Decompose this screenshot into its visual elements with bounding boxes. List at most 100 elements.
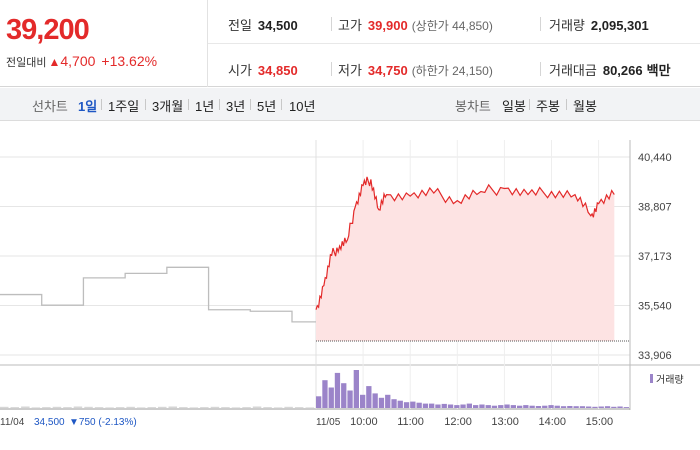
volume-legend-label: 거래량 [656, 374, 684, 386]
prev-volume-bar [73, 406, 83, 408]
volume-bar [560, 406, 567, 408]
volume-bar [366, 386, 372, 408]
prev-close-label: 34,500 [34, 417, 65, 428]
volume-bar [623, 407, 629, 408]
divider [145, 99, 146, 110]
change-percent: +13.62% [101, 53, 158, 69]
volume-bar [460, 404, 466, 408]
x-tick-label: 10:00 [350, 416, 378, 428]
stat-open: 시가 34,850 [228, 63, 298, 78]
volume-bar [378, 397, 385, 408]
divider [566, 99, 567, 110]
prev-volume-bar [305, 407, 314, 408]
tab-1day[interactable]: 1일 [78, 99, 98, 114]
volume-bar [498, 405, 504, 408]
prev-volume-bar [52, 406, 62, 408]
divider [219, 99, 220, 110]
prev-volume-bar [221, 407, 230, 408]
y-tick-label: 35,540 [638, 301, 672, 313]
stat-trade-amount: 거래대금 80,266 백만 [549, 63, 671, 78]
volume-bar [586, 406, 592, 408]
volume-bar [397, 400, 403, 408]
today-date-label: 11/05 [316, 417, 341, 428]
divider [250, 99, 251, 110]
volume-bar [573, 406, 579, 408]
line-chart-heading: 선차트 [32, 99, 68, 114]
stat-low: 저가 34,750 (하한가 24,150) [338, 63, 493, 78]
x-tick-label: 11:00 [397, 416, 424, 428]
up-arrow-icon: ▲ [48, 55, 61, 69]
tab-3year[interactable]: 3년 [226, 99, 246, 114]
volume-bar [479, 404, 485, 408]
prev-volume-bar [136, 407, 146, 408]
tab-5year[interactable]: 5년 [257, 99, 277, 114]
tab-daily-candle[interactable]: 일봉 [502, 99, 526, 114]
prev-date-label: 11/04 [0, 417, 25, 428]
x-tick-label: 13:00 [491, 416, 519, 428]
tab-10year[interactable]: 10년 [289, 99, 316, 114]
prev-volume-bar [179, 407, 188, 408]
y-tick-label: 37,173 [638, 251, 672, 263]
price-chart[interactable]: 40,440 38,807 37,173 35,540 33,906 10:00 11:0… [0, 121, 700, 450]
prev-volume-bar [63, 407, 72, 408]
tab-weekly-candle[interactable]: 주봉 [536, 99, 560, 114]
prev-volume-bar [0, 406, 9, 408]
tab-3month[interactable]: 3개월 [152, 99, 184, 114]
tab-1year[interactable]: 1년 [195, 99, 215, 114]
y-tick-label: 40,440 [638, 152, 672, 164]
prev-volume-bar [200, 407, 209, 408]
change-value: 4,700 [60, 53, 96, 69]
y-tick-label: 38,807 [638, 202, 672, 214]
volume-bar [548, 405, 554, 408]
volume-bar [611, 406, 617, 408]
quote-header: 39,200 전일대비 ▲4,700 +13.62% 전일 34,500 고가 39,9… [0, 0, 700, 87]
tab-monthly-candle[interactable]: 월봉 [573, 99, 597, 114]
volume-bar [517, 405, 523, 408]
x-tick-label: 14:00 [539, 416, 567, 428]
volume-bar [579, 406, 586, 408]
x-tick-label: 15:00 [586, 416, 614, 428]
today-series-line [315, 176, 615, 310]
candle-chart-heading: 봉차트 [455, 99, 491, 114]
stat-high: 고가 39,900 (상한가 44,850) [338, 18, 493, 33]
today-area-fill [316, 176, 615, 341]
price-box: 39,200 전일대비 ▲4,700 +13.62% [0, 0, 208, 87]
prev-volume-bar [231, 407, 241, 408]
prev-volume-bar [115, 407, 125, 408]
prev-volume-bar [42, 407, 51, 408]
volume-bar [328, 387, 334, 408]
prev-volume-bar [147, 407, 156, 408]
stat-volume: 거래량 2,095,301 [549, 18, 649, 33]
tab-1week[interactable]: 1주일 [108, 99, 140, 114]
volume-bar [447, 404, 454, 408]
volume-bar [491, 405, 498, 408]
volume-bar [360, 394, 366, 408]
divider [331, 17, 332, 31]
prev-day-line [0, 266, 316, 323]
volume-bar [504, 404, 510, 408]
volume-bar [403, 402, 410, 408]
divider [540, 17, 541, 31]
volume-bars [0, 370, 629, 408]
divider [208, 43, 700, 44]
prev-volume-bar [94, 407, 104, 408]
volume-bar [542, 405, 548, 408]
volume-bar [347, 390, 353, 408]
price-change: 전일대비 ▲4,700 +13.62% [6, 53, 157, 70]
volume-bar [473, 405, 479, 408]
volume-bar [592, 406, 598, 408]
volume-bar [372, 393, 378, 408]
volume-bar [523, 405, 529, 408]
volume-bar [510, 405, 516, 408]
y-tick-label: 33,906 [638, 350, 672, 362]
divider [331, 62, 332, 76]
prev-volume-bar [168, 406, 177, 408]
prev-volume-bar [21, 406, 30, 408]
prev-volume-bar [273, 407, 283, 408]
prev-volume-bar [10, 407, 19, 408]
prev-day-series-line [0, 266, 316, 323]
volume-bar [466, 403, 472, 408]
divider [101, 99, 102, 110]
divider [188, 99, 189, 110]
volume-bar [435, 404, 441, 408]
